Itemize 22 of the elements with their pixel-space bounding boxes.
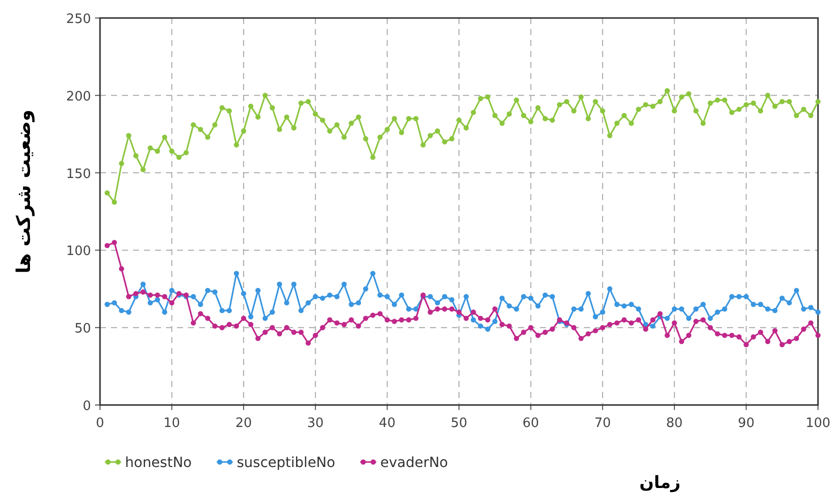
x-tick-label: 100 [806, 416, 830, 431]
y-tick-label: 100 [66, 244, 91, 260]
x-tick-label: 10 [164, 416, 180, 431]
legend-label: evaderNo [380, 455, 448, 471]
legend-label: susceptibleNo [236, 455, 336, 471]
y-tick-label: 250 [66, 12, 91, 27]
y-tick-label: 0 [82, 399, 91, 414]
x-tick-label: 20 [235, 416, 252, 431]
x-tick-label: 80 [666, 416, 683, 431]
y-tick-label: 50 [74, 322, 91, 337]
y-tick-label: 150 [66, 166, 91, 182]
x-tick-label: 30 [307, 416, 324, 431]
x-axis-title: زمان [639, 473, 681, 493]
x-tick-label: 0 [96, 416, 104, 431]
legend-label: honestNo [125, 455, 192, 471]
y-tick-label: 200 [66, 89, 91, 104]
x-tick-label: 90 [738, 416, 754, 431]
x-tick-label: 60 [522, 416, 540, 431]
x-tick-label: 50 [450, 416, 468, 431]
x-tick-label: 40 [378, 416, 396, 431]
x-tick-label: 70 [594, 416, 611, 431]
y-axis-title: وضعیت شرکت ها [13, 110, 35, 274]
